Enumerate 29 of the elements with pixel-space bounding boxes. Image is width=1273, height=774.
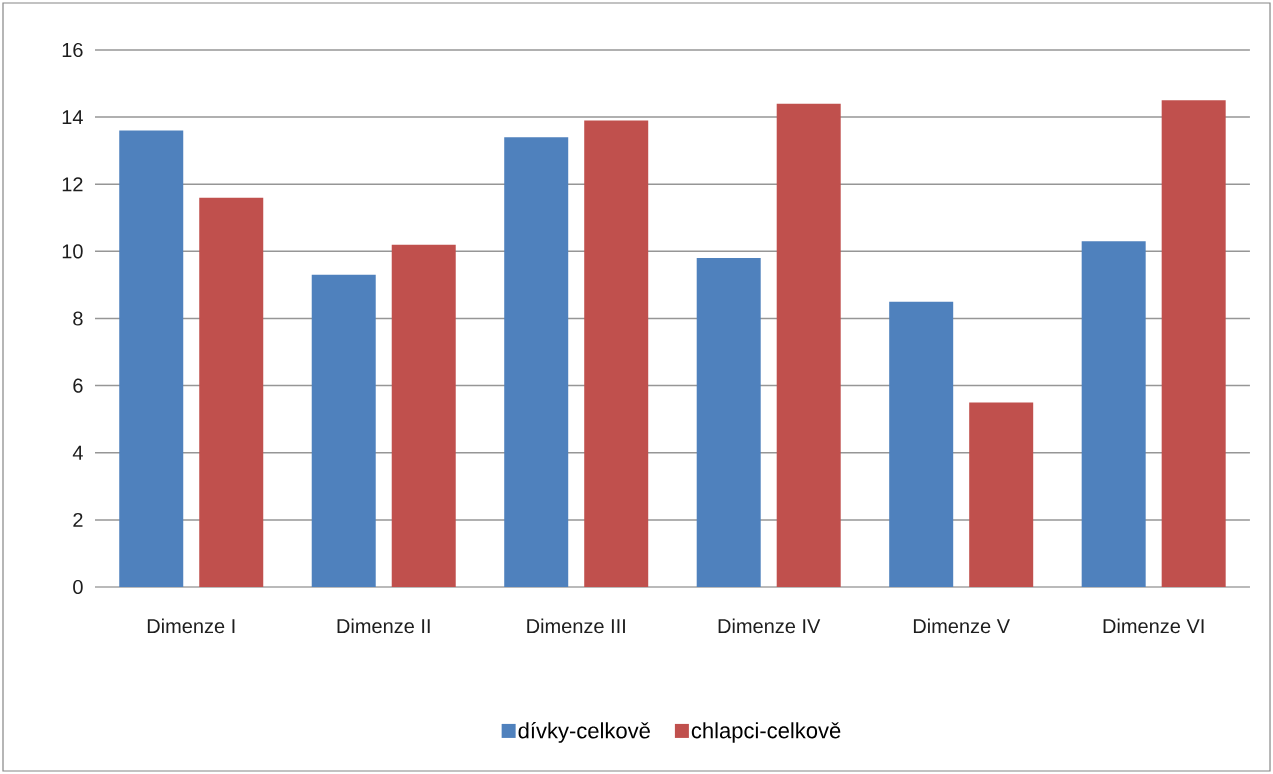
x-tick-label: Dimenze VI (1103, 618, 1204, 634)
bar (776, 103, 841, 587)
bar (889, 301, 954, 587)
bar (584, 120, 649, 587)
legend-label: chlapci-celkově (691, 722, 841, 743)
bar (199, 197, 264, 587)
bar (119, 130, 184, 587)
bar (696, 258, 761, 587)
bar (391, 244, 456, 587)
x-tick-label: Dimenze I (147, 618, 235, 634)
y-tick-label: 14 (62, 110, 83, 124)
legend-label: dívky-celkově (518, 722, 650, 743)
x-tick-label: Dimenze III (527, 618, 625, 634)
y-tick-label: 8 (73, 311, 83, 326)
y-tick-label: 10 (62, 244, 83, 259)
x-tick-label: Dimenze V (913, 618, 1010, 634)
y-tick-label: 0 (73, 579, 83, 595)
x-tick-label: Dimenze II (337, 618, 430, 634)
bar (311, 274, 376, 587)
y-tick-label: 12 (62, 177, 83, 192)
y-tick-label: 4 (72, 445, 83, 460)
x-tick-label: Dimenze IV (718, 618, 821, 634)
y-tick-label: 16 (62, 42, 83, 58)
bar (1161, 100, 1226, 587)
bar (504, 137, 569, 587)
y-tick-label: 6 (73, 378, 83, 393)
y-tick-label: 2 (73, 512, 83, 527)
bar (1081, 241, 1146, 587)
bar (969, 402, 1034, 587)
